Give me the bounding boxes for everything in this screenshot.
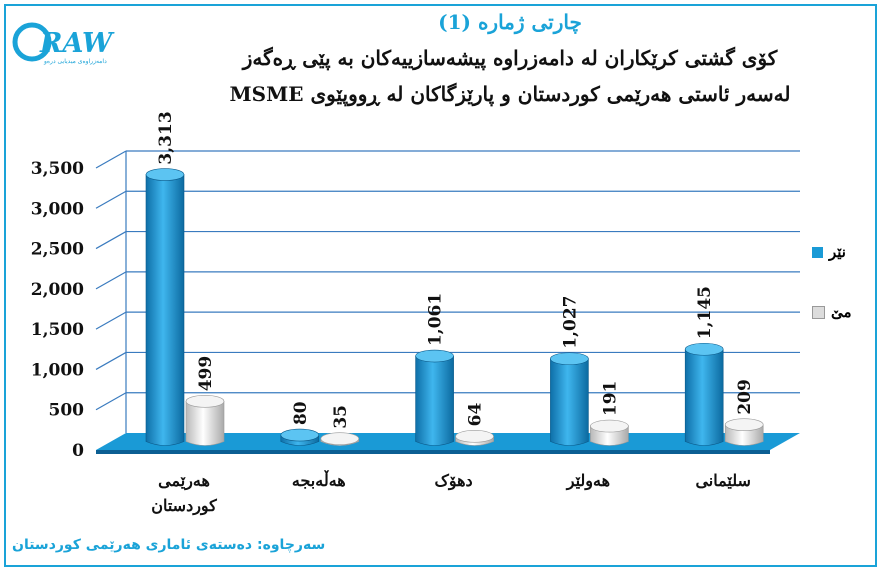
data-label: 35 bbox=[331, 405, 351, 429]
chart-floor-edge bbox=[96, 450, 770, 454]
gridline-side bbox=[95, 392, 127, 411]
bar-male-top bbox=[415, 349, 454, 363]
y-tick-label: 500 bbox=[49, 401, 85, 421]
legend-item-female: مێ bbox=[812, 300, 872, 324]
gridline-side bbox=[95, 190, 127, 209]
chart-title-line-2: لەسەر ئاستی هەرێمی کوردستان و پارێزگاکان… bbox=[229, 82, 791, 106]
bar-female-top bbox=[724, 418, 764, 431]
y-tick-label: 3,500 bbox=[31, 159, 84, 179]
x-tick-label: دهۆک bbox=[435, 471, 473, 491]
y-tick-label: 1,500 bbox=[31, 320, 84, 340]
bar-male bbox=[145, 174, 185, 446]
gridline-side bbox=[95, 231, 127, 250]
svg-text:RAW: RAW bbox=[39, 28, 115, 59]
x-tick-label-line-2: کوردستان bbox=[151, 496, 217, 516]
chart-number-title: چارتی ژمارە (1) bbox=[438, 10, 582, 34]
svg-text:دامەزراوەی میدیایی درەو: دامەزراوەی میدیایی درەو bbox=[43, 58, 107, 65]
y-tick-label: 3,000 bbox=[31, 199, 84, 219]
data-label: 64 bbox=[466, 403, 486, 427]
chart-title-line-1: کۆی گشتی کرێکاران لە دامەزراوە پیشەسازیی… bbox=[242, 46, 778, 70]
x-tick-label: هەرێمی bbox=[158, 471, 210, 491]
bar-male bbox=[415, 355, 454, 446]
bar-male bbox=[550, 358, 589, 446]
data-label: 209 bbox=[735, 379, 755, 415]
data-label: 1,145 bbox=[695, 286, 715, 339]
source-note: سەرچاوە: دەستەی ئاماری هەرێمی کوردستان bbox=[12, 537, 326, 553]
legend-label-male: نێر bbox=[829, 243, 846, 261]
data-label: 80 bbox=[291, 401, 311, 425]
legend-swatch-male bbox=[812, 246, 823, 258]
bar-male-top bbox=[280, 428, 320, 442]
data-label: 3,313 bbox=[156, 111, 176, 164]
legend-label-female: مێ bbox=[831, 303, 852, 321]
bar-female-top bbox=[455, 430, 494, 443]
data-label: 499 bbox=[196, 356, 216, 392]
y-tick-label: 0 bbox=[72, 441, 84, 461]
legend-item-male: نێر bbox=[812, 240, 872, 264]
legend: نێر مێ bbox=[812, 240, 872, 324]
y-tick-label: 2,500 bbox=[31, 240, 84, 260]
data-label: 1,027 bbox=[560, 296, 580, 349]
y-tick-label: 2,000 bbox=[31, 280, 84, 300]
gridline-side bbox=[95, 271, 127, 290]
y-tick-label: 1,000 bbox=[31, 360, 84, 380]
bar-male bbox=[684, 348, 724, 446]
bar-female bbox=[185, 400, 225, 446]
gridline-side bbox=[95, 351, 127, 370]
gridline-side bbox=[95, 311, 127, 330]
draw-logo: RAW دامەزراوەی میدیایی درەو bbox=[12, 22, 115, 65]
x-tick-label: هەولێر bbox=[566, 471, 610, 491]
bar-female-top bbox=[320, 432, 360, 445]
x-tick-label: هەڵەبجە bbox=[292, 470, 346, 490]
data-label: 1,061 bbox=[426, 293, 446, 346]
x-tick-label: سلێمانی bbox=[695, 471, 750, 490]
gridline-side bbox=[95, 150, 127, 169]
data-label: 191 bbox=[600, 381, 620, 417]
bar-female-top bbox=[590, 419, 629, 433]
bar-male-top bbox=[550, 352, 589, 366]
legend-swatch-female bbox=[812, 305, 825, 319]
bar-female-top bbox=[185, 394, 225, 408]
bar-male-top bbox=[684, 342, 724, 356]
bar-male-top bbox=[145, 168, 185, 181]
